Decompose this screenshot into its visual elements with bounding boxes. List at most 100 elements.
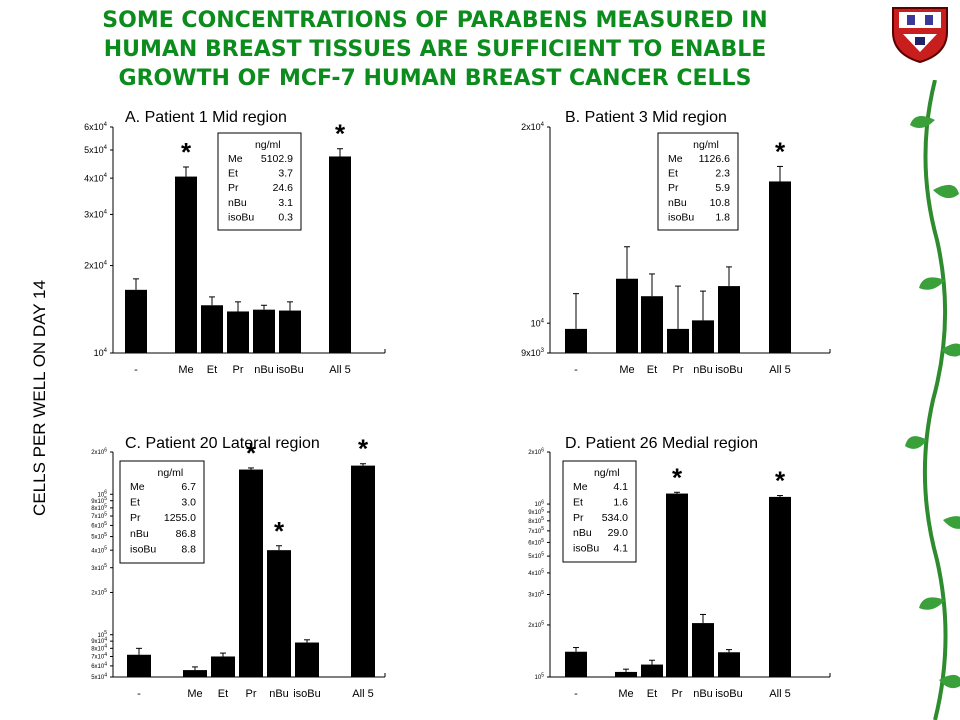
legend-paraben-name: Me — [573, 481, 588, 493]
legend-header: ng/ml — [594, 467, 620, 479]
bar-nBu — [692, 623, 714, 677]
y-tick-exponent: 5 — [541, 552, 544, 558]
y-tick-exponent: 5 — [541, 620, 544, 626]
y-tick-exponent: 4 — [104, 173, 108, 179]
category-label: All 5 — [769, 364, 790, 376]
y-tick-exponent: 4 — [104, 652, 107, 658]
y-tick-exponent: 5 — [104, 521, 107, 527]
y-tick-label: 104 — [531, 318, 545, 328]
y-tick-exponent: 4 — [104, 644, 107, 650]
significance-star: * — [775, 466, 786, 496]
legend-paraben-name: nBu — [228, 197, 247, 209]
y-tick-exponent: 5 — [541, 516, 544, 522]
legend-paraben-value: 6.7 — [181, 481, 196, 493]
y-tick-label: 2x105 — [91, 588, 107, 597]
category-label: Me — [178, 364, 193, 376]
bar-- — [565, 651, 587, 677]
bar-Et — [641, 664, 663, 677]
significance-star: * — [672, 462, 683, 492]
y-tick-exponent: 5 — [541, 672, 544, 678]
legend-paraben-name: Me — [228, 153, 243, 165]
y-tick-label: 4x105 — [91, 546, 107, 555]
bar-Pr — [667, 328, 689, 353]
bar-nBu — [253, 309, 275, 353]
y-tick-exponent: 5 — [541, 568, 544, 574]
y-tick-label: 8x104 — [91, 644, 107, 653]
bar-All 5 — [769, 496, 791, 677]
significance-star: * — [246, 438, 257, 468]
university-crest-logo — [892, 7, 948, 64]
bar-Pr — [239, 469, 263, 677]
category-label: Pr — [672, 688, 683, 700]
category-label: Pr — [673, 364, 684, 376]
legend-paraben-value: 24.6 — [273, 182, 294, 194]
bar-isoBu — [718, 286, 740, 353]
bar-Pr — [227, 311, 249, 353]
bar-Me — [183, 670, 207, 677]
decorative-vine — [905, 80, 960, 720]
y-tick-exponent: 4 — [104, 661, 107, 667]
y-tick-exponent: 6 — [541, 499, 544, 505]
category-label: nBu — [269, 688, 289, 700]
legend-paraben-name: Me — [130, 481, 145, 493]
y-tick-exponent: 5 — [541, 526, 544, 532]
y-tick-label: 6x104 — [91, 661, 107, 670]
y-tick-label: 5x105 — [528, 552, 544, 561]
legend-box — [119, 460, 205, 564]
category-label: All 5 — [769, 688, 790, 700]
significance-star: * — [358, 434, 369, 464]
title-line-3: GROWTH OF MCF-7 HUMAN BREAST CANCER CELL… — [118, 66, 752, 91]
y-tick-exponent: 4 — [104, 122, 108, 128]
legend-paraben-name: Et — [668, 168, 678, 180]
bar-- — [565, 328, 587, 353]
legend-paraben-name: Me — [668, 153, 683, 165]
legend-paraben-value: 1126.6 — [699, 153, 730, 165]
category-label: nBu — [254, 364, 274, 376]
chart-panel-3: C. Patient 20 Lateral region5x1046x1047x… — [91, 434, 386, 700]
category-label: - — [574, 688, 578, 700]
y-tick-exponent: 4 — [104, 672, 107, 678]
y-tick-exponent: 5 — [104, 546, 107, 552]
chart-panel-4: D. Patient 26 Medial region 105 2x105 3x105… — [528, 435, 831, 700]
y-tick-exponent: 4 — [104, 261, 108, 267]
bar-Et — [641, 296, 663, 353]
y-tick-exponent: 5 — [104, 511, 107, 517]
bar-isoBu — [718, 652, 740, 677]
legend-paraben-value: 3.0 — [181, 497, 196, 509]
category-label: Me — [618, 688, 633, 700]
legend-paraben-name: isoBu — [573, 543, 599, 555]
y-tick-exponent: 4 — [104, 637, 107, 643]
y-tick-label: 2x105 — [528, 620, 544, 629]
bar-Me — [175, 176, 197, 353]
legend-paraben-value: 4.1 — [613, 481, 628, 493]
y-tick-exponent: 5 — [104, 532, 107, 538]
category-label: isoBu — [276, 364, 304, 376]
legend-paraben-value: 8.8 — [181, 543, 196, 555]
concentration-legend: ng/ml Me 4.1 Et 1.6 Pr 534.0 nBu 29.0 isoBu 4.1 — [562, 460, 637, 563]
y-tick-label: 8x105 — [528, 516, 544, 525]
legend-header: ng/ml — [693, 139, 719, 151]
chart-panel-1: A. Patient 1 Mid region 104 2x104 3x104 4x10… — [84, 109, 386, 376]
legend-paraben-name: Pr — [228, 182, 239, 194]
legend-header: ng/ml — [158, 467, 184, 479]
legend-paraben-value: 3.7 — [278, 168, 293, 180]
legend-paraben-name: Et — [130, 497, 140, 509]
y-tick-label: 106 — [98, 490, 108, 499]
legend-paraben-value: 86.8 — [176, 528, 197, 540]
y-tick-label: 5x105 — [91, 532, 107, 541]
y-tick-label: 104 — [94, 348, 108, 358]
legend-paraben-name: Pr — [130, 512, 141, 524]
concentration-legend: ng/ml Me 1126.6 Et 2.3 Pr 5.9 nBu 10.8 isoBu 1.8 — [657, 132, 739, 231]
legend-paraben-value: 1.8 — [715, 211, 730, 223]
chart-panel-2: B. Patient 3 Mid region 9x103 104 2x104 - Me E… — [521, 109, 831, 376]
bar-isoBu — [279, 310, 301, 353]
legend-paraben-name: Et — [573, 496, 583, 508]
bar-isoBu — [295, 642, 319, 677]
legend-paraben-value: 29.0 — [608, 527, 629, 539]
category-label: Me — [187, 688, 202, 700]
chart-title: C. Patient 20 Lateral region — [125, 435, 320, 452]
concentration-legend: ng/ml Me 6.7 Et 3.0 Pr 1255.0 nBu 86.8 isoBu 8.8 — [119, 460, 205, 564]
bar-All 5 — [329, 156, 351, 353]
legend-paraben-name: nBu — [668, 197, 687, 209]
